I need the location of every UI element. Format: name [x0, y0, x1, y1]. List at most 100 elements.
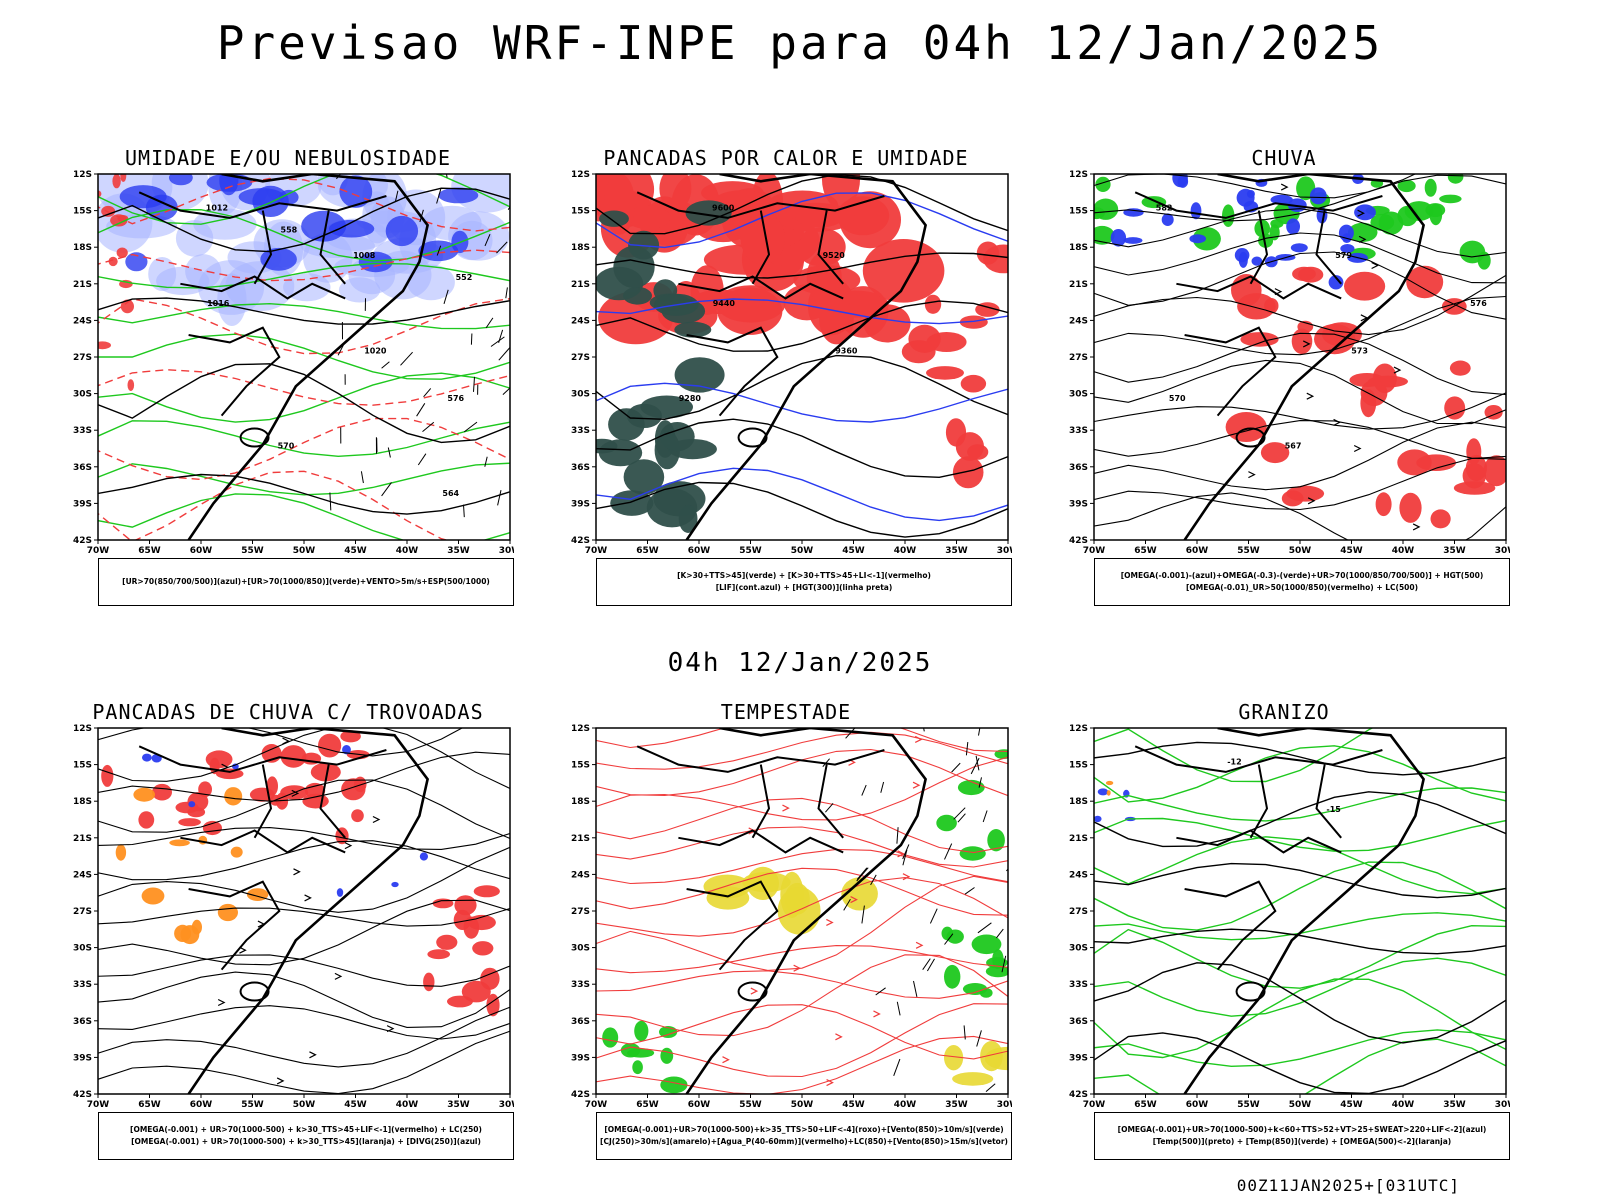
black-lines: [1094, 741, 1506, 1094]
contour-label: 1008: [353, 251, 376, 260]
contour-line: [596, 298, 1008, 325]
lat-tick-label: 30S: [73, 390, 92, 400]
lon-tick-label: 60W: [190, 1100, 213, 1110]
shaded-area: [620, 1043, 641, 1058]
shaded-area: [152, 783, 172, 801]
shaded-area: [217, 903, 238, 922]
coastline: [1183, 174, 1425, 540]
streamline-arrow: [873, 1010, 881, 1018]
lat-tick-label: 18S: [1069, 797, 1088, 807]
shaded-area: [1399, 492, 1422, 523]
lat-tick-label: 27S: [1069, 907, 1088, 917]
lon-tick-label: 50W: [293, 546, 316, 556]
wind-vector: [978, 777, 982, 788]
shaded-area: [1449, 360, 1471, 376]
lon-tick-label: 30W: [1495, 546, 1510, 556]
shaded-area: [98, 341, 111, 350]
panel-title: GRANIZO: [1238, 700, 1330, 724]
wind-vector: [861, 784, 867, 796]
shaded-area: [339, 175, 373, 208]
wind-vector: [856, 867, 869, 882]
streamline: [596, 731, 1008, 770]
map-content: -12 -15: [1094, 728, 1506, 1094]
lat-tick-label: 39S: [1069, 499, 1088, 509]
contour-line: [596, 382, 1008, 423]
lat-tick-label: 36S: [571, 463, 590, 473]
shaded-area: [819, 294, 854, 345]
streamline: [98, 827, 510, 850]
lon-tick-label: 45W: [1340, 1100, 1363, 1110]
streamline: [596, 970, 1008, 999]
shaded-area: [1270, 194, 1293, 205]
contour-label: 570: [1169, 394, 1186, 403]
lat-tick-label: 30S: [571, 390, 590, 400]
wind-vector: [400, 351, 413, 366]
lon-tick-label: 30W: [997, 1100, 1012, 1110]
shaded-area: [685, 200, 732, 226]
shaded-area: [957, 779, 985, 796]
lon-tick-label: 70W: [585, 546, 608, 556]
wind-vector: [944, 843, 953, 860]
streamline-arrow: [1280, 183, 1289, 191]
shaded-area: [1397, 449, 1432, 476]
contour-line: [1094, 862, 1506, 899]
shaded-area: [598, 439, 643, 467]
shaded-area: [945, 418, 967, 447]
streamline-arrow: [826, 1079, 834, 1087]
lon-tick-label: 30W: [499, 546, 514, 556]
shaded-area: [959, 846, 986, 861]
lon-tick-label: 70W: [1083, 1100, 1106, 1110]
streamline: [596, 848, 1008, 885]
contour-label: 552: [456, 273, 473, 282]
shaded-area: [740, 212, 786, 265]
lon-tick-label: 45W: [1340, 546, 1363, 556]
shaded-area: [1354, 204, 1376, 221]
shaded-area: [127, 379, 135, 391]
lat-tick-label: 24S: [73, 316, 92, 326]
streamline-arrow: [722, 1056, 730, 1064]
wind-vector: [996, 928, 1004, 939]
shaded-area: [862, 239, 945, 303]
panel-title: TEMPESTADE: [720, 700, 852, 724]
lon-tick-label: 60W: [1186, 546, 1209, 556]
shaded-area: [632, 1060, 643, 1075]
lon-tick-label: 35W: [1443, 1100, 1466, 1110]
legend-line: [Temp(500)](preto) + [Temp(850)](verde) …: [1152, 1137, 1452, 1146]
streamline: [1094, 420, 1506, 460]
shaded-area: [1225, 412, 1267, 442]
shaded-area: [1322, 322, 1362, 347]
shaded-area: [230, 846, 243, 858]
red-shading: [101, 730, 370, 845]
contour-line: [98, 249, 510, 282]
shaded-area: [423, 972, 435, 992]
wind-vector: [870, 874, 877, 886]
contour-line: [98, 363, 510, 444]
shaded-area: [302, 793, 329, 809]
darkteal-shading: [596, 200, 732, 533]
lat-tick-label: 15S: [571, 207, 590, 217]
shaded-area: [112, 174, 121, 189]
wind-vector: [977, 922, 992, 934]
black-lines: [98, 728, 510, 1094]
shaded-area: [116, 247, 128, 258]
lat-tick-label: 42S: [1069, 536, 1088, 546]
map-pancadas-calor: 9600 9520 9440 9360 9280 12S 15S 18S 21S 24S 27S 30…: [571, 170, 1012, 556]
contour-line: [1094, 817, 1506, 852]
lat-tick-label: 36S: [73, 463, 92, 473]
shaded-area: [438, 187, 479, 204]
country-border: [1315, 764, 1342, 839]
streamline: [98, 899, 510, 966]
wind-vector: [825, 802, 834, 813]
streamline-arrow: [912, 781, 921, 789]
lagoon: [1235, 427, 1266, 448]
shaded-area: [959, 315, 988, 329]
lat-tick-label: 12S: [73, 724, 92, 734]
shaded-area: [901, 340, 936, 364]
shaded-area: [1189, 234, 1206, 244]
blue-shading: [142, 745, 428, 897]
shaded-area: [967, 444, 989, 460]
shaded-area: [115, 844, 127, 861]
lat-tick-label: 36S: [1069, 1017, 1088, 1027]
streamline: [596, 797, 1008, 854]
